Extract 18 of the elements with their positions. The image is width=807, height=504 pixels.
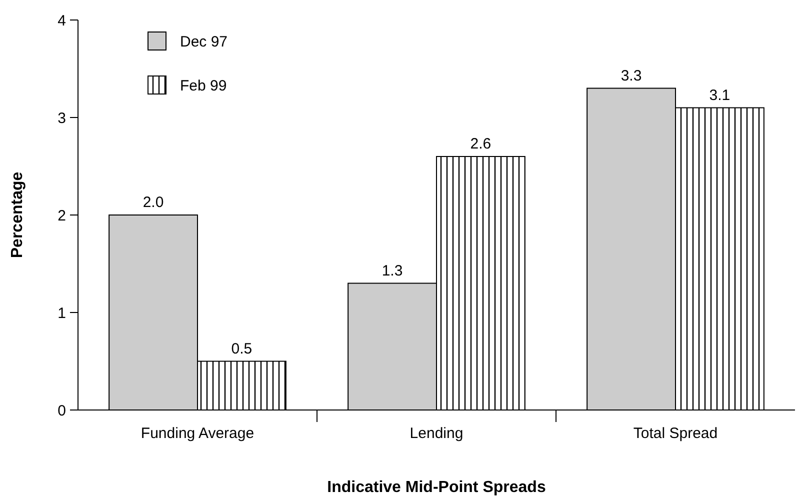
y-tick-label: 2 (58, 207, 66, 224)
data-label: 3.3 (620, 67, 642, 84)
data-label: 0.5 (231, 340, 252, 358)
legend-label: Feb 99 (180, 77, 227, 94)
y-tick-label: 3 (58, 110, 66, 127)
data-label: 2.6 (470, 136, 492, 152)
x-axis-title: Indicative Mid-Point Spreads (327, 479, 546, 496)
y-tick-label: 0 (58, 402, 66, 420)
x-tick-label: Funding Average (140, 425, 254, 442)
y-axis-title: Percentage (9, 172, 26, 258)
data-label: 2.0 (142, 194, 164, 211)
x-tick-label: Lending (410, 425, 464, 442)
y-tick-label: 1 (58, 304, 66, 322)
x-tick-label: Total Spread (633, 425, 718, 442)
data-label: 1.3 (382, 262, 403, 280)
data-label: 3.1 (709, 86, 730, 104)
y-tick-label: 4 (58, 12, 66, 30)
legend-label: Dec 97 (180, 33, 228, 50)
